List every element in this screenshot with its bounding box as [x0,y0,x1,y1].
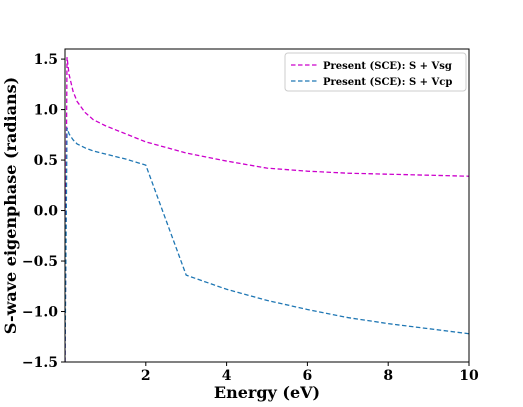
y-axis-label: S-wave eigenphase (radians) [1,77,20,334]
series-line-2 [65,127,469,362]
y-tick-label: 0.0 [34,204,59,220]
legend-box [284,52,467,92]
x-tick-label: 8 [383,368,393,384]
y-tick-label: −1.5 [22,355,58,371]
y-tick-label: −1.0 [22,305,58,321]
y-tick-label: −0.5 [22,254,58,270]
series-layer [65,57,469,362]
y-tick-label: 1.5 [34,52,58,68]
legend: Present (SCE): S + Vsg Present (SCE): S +… [284,52,467,92]
x-axis-label: Energy (eV) [214,383,320,402]
x-tick-label: 4 [222,368,232,384]
x-tick-label: 2 [141,368,151,384]
x-tick-label: 10 [459,368,479,384]
plot-frame [64,48,470,363]
y-tick-label: 0.5 [34,153,58,169]
x-tick-label: 6 [303,368,313,384]
series-line-1 [65,57,469,362]
ticks-layer: 2 4 6 8 10 −1.5 −1.0 −0.5 0.0 0.5 1.0 1.5 [22,52,479,384]
legend-label-2: Present (SCE): S + Vcp [323,77,452,88]
y-tick-label: 1.0 [34,103,59,119]
legend-label-1: Present (SCE): S + Vsg [323,61,452,72]
